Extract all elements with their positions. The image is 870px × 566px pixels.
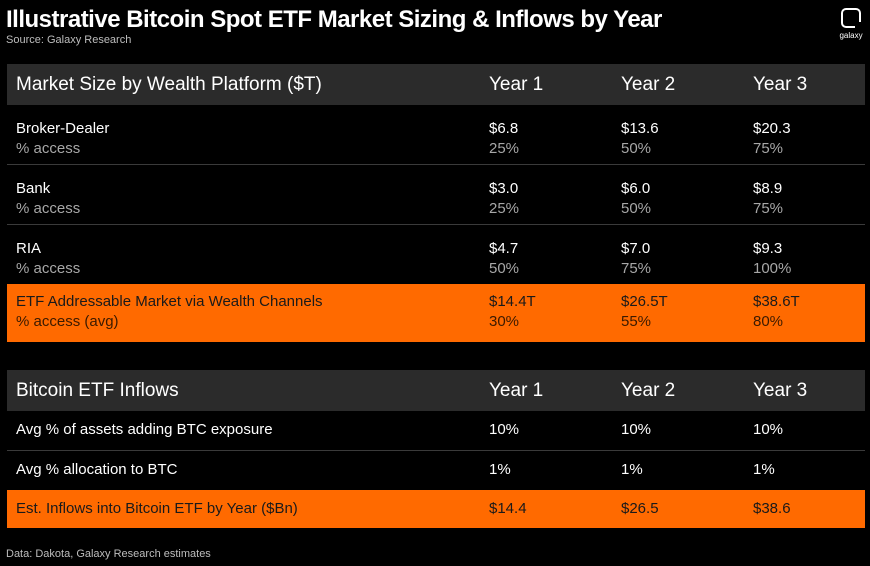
table-cell: $8.9 75% (753, 179, 783, 219)
row-label: RIA % access (16, 239, 80, 279)
table-cell: $3.0 25% (489, 179, 519, 219)
header-cell: Year 2 (621, 380, 676, 401)
cell-value: $8.9 (753, 180, 783, 197)
highlight-row: Est. Inflows into Bitcoin ETF by Year ($… (7, 490, 865, 528)
chart-title: Illustrative Bitcoin Spot ETF Market Siz… (6, 6, 662, 33)
table-row: Broker-Dealer % access $6.8 25% $13.6 50% $… (7, 105, 865, 165)
table-cell: $26.5 (621, 500, 659, 517)
header-cell: Year 1 (489, 380, 544, 401)
row-label-text: Bank (16, 180, 51, 197)
table-cell: $14.4T 30% (489, 292, 536, 332)
table-cell: $9.3 100% (753, 239, 791, 279)
table-cell: $6.8 25% (489, 119, 519, 159)
cell-value: $20.3 (753, 120, 791, 137)
header-cell: Year 3 (753, 74, 808, 95)
table-cell: $6.0 50% (621, 179, 651, 219)
cell-value: $26.5T (621, 293, 668, 310)
cell-value: $14.4T (489, 293, 536, 310)
table-cell: 10% (753, 421, 784, 438)
cell-subvalue: 75% (753, 140, 784, 157)
table-cell: 10% (489, 421, 520, 438)
row-label-text: ETF Addressable Market via Wealth Channe… (16, 293, 323, 310)
cell-subvalue: 75% (621, 260, 652, 277)
header-cell: Bitcoin ETF Inflows (16, 380, 179, 401)
table-cell: $26.5T 55% (621, 292, 668, 332)
header-cell: Year 3 (753, 380, 808, 401)
header-cell: Year 2 (621, 74, 676, 95)
row-label: Bank % access (16, 179, 80, 219)
cell-subvalue: 55% (621, 313, 652, 330)
cell-subvalue: 75% (753, 200, 784, 217)
cell-subvalue: 50% (621, 200, 652, 217)
row-sublabel: % access (16, 260, 81, 277)
cell-value: $9.3 (753, 240, 783, 257)
cell-value: $6.0 (621, 180, 651, 197)
table-cell: 1% (489, 461, 511, 478)
cell-value: $38.6T (753, 293, 800, 310)
table-cell: $7.0 75% (621, 239, 651, 279)
table-cell: $38.6 (753, 500, 791, 517)
row-label: ETF Addressable Market via Wealth Channe… (16, 292, 323, 332)
cell-subvalue: 30% (489, 313, 520, 330)
cell-subvalue: 25% (489, 200, 520, 217)
row-sublabel: % access (16, 200, 81, 217)
table-cell: $38.6T 80% (753, 292, 800, 332)
header-cell: Year 1 (489, 74, 544, 95)
table-header: Market Size by Wealth Platform ($T) Year… (7, 64, 865, 105)
table-row: Avg % of assets adding BTC exposure 10% … (7, 411, 865, 451)
table-row: Avg % allocation to BTC 1% 1% 1% (7, 451, 865, 490)
market-size-table: Market Size by Wealth Platform ($T) Year… (7, 64, 865, 342)
cell-value: $3.0 (489, 180, 519, 197)
cell-subvalue: 50% (489, 260, 520, 277)
table-row: RIA % access $4.7 50% $7.0 75% $9.3 100% (7, 225, 865, 284)
row-label: Avg % allocation to BTC (16, 461, 178, 478)
table-header: Bitcoin ETF Inflows Year 1 Year 2 Year 3 (7, 370, 865, 411)
galaxy-logo: galaxy (837, 8, 865, 40)
row-label-text: Broker-Dealer (16, 120, 110, 137)
inflows-table: Bitcoin ETF Inflows Year 1 Year 2 Year 3… (7, 370, 865, 528)
table-cell: $20.3 75% (753, 119, 791, 159)
row-label-text: RIA (16, 240, 42, 257)
cell-value: $6.8 (489, 120, 519, 137)
footer-note: Data: Dakota, Galaxy Research estimates (6, 548, 211, 560)
highlight-row: ETF Addressable Market via Wealth Channe… (7, 284, 865, 342)
galaxy-logo-icon (841, 8, 862, 29)
cell-subvalue: 100% (753, 260, 792, 277)
cell-value: $4.7 (489, 240, 519, 257)
row-sublabel: % access (avg) (16, 313, 119, 330)
cell-value: $13.6 (621, 120, 659, 137)
cell-subvalue: 25% (489, 140, 520, 157)
table-cell: $4.7 50% (489, 239, 519, 279)
row-label: Broker-Dealer % access (16, 119, 109, 159)
row-label: Est. Inflows into Bitcoin ETF by Year ($… (16, 500, 298, 517)
table-row: Bank % access $3.0 25% $6.0 50% $8.9 75% (7, 165, 865, 225)
table-cell: 1% (753, 461, 775, 478)
cell-subvalue: 80% (753, 313, 784, 330)
table-cell: 10% (621, 421, 652, 438)
table-cell: $14.4 (489, 500, 527, 517)
row-sublabel: % access (16, 140, 81, 157)
table-cell: $13.6 50% (621, 119, 659, 159)
header-cell: Market Size by Wealth Platform ($T) (16, 74, 322, 95)
logo-text: galaxy (839, 31, 863, 40)
chart-subtitle: Source: Galaxy Research (6, 34, 132, 46)
cell-subvalue: 50% (621, 140, 652, 157)
table-cell: 1% (621, 461, 643, 478)
cell-value: $7.0 (621, 240, 651, 257)
row-label: Avg % of assets adding BTC exposure (16, 421, 273, 438)
